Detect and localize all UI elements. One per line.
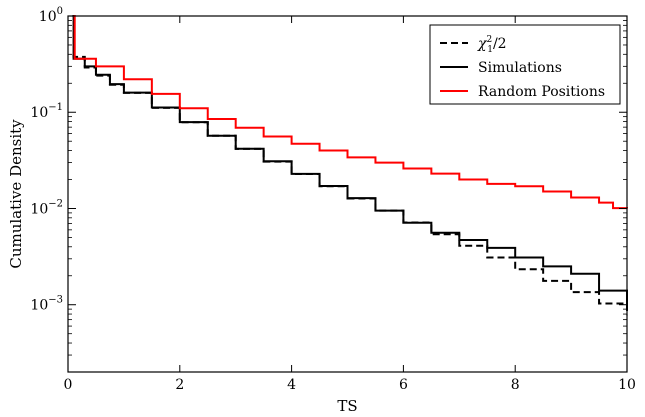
y-tick-label-0: 100 bbox=[39, 6, 63, 25]
ticks: 0 2 4 6 8 10 100 10−1 10−2 10−3 bbox=[30, 6, 635, 393]
legend-label-0: χ2 1/2 bbox=[477, 35, 507, 55]
x-tick-label-3: 6 bbox=[399, 377, 408, 393]
plot-frame bbox=[67, 15, 628, 373]
legend: χ2 1/2 Simulations Random Positions bbox=[429, 24, 621, 105]
x-axis-title: TS bbox=[337, 397, 357, 415]
series-line-1 bbox=[72, 15, 628, 307]
legend-label-2: Random Positions bbox=[478, 84, 605, 100]
x-tick-label-5: 10 bbox=[618, 377, 636, 393]
y-tick-label-2: 10−2 bbox=[30, 198, 63, 217]
plot-lines bbox=[72, 15, 628, 316]
x-tick-label-2: 4 bbox=[287, 377, 296, 393]
y-axis-title: Cumulative Density bbox=[7, 119, 25, 269]
x-tick-label-1: 2 bbox=[175, 377, 184, 393]
legend-label-1: Simulations bbox=[478, 60, 562, 76]
series-line-2 bbox=[73, 15, 628, 210]
y-tick-label-1: 10−1 bbox=[30, 102, 63, 121]
y-tick-label-3: 10−3 bbox=[30, 295, 63, 314]
x-tick-label-4: 8 bbox=[511, 377, 520, 393]
x-tick-label-0: 0 bbox=[64, 377, 73, 393]
